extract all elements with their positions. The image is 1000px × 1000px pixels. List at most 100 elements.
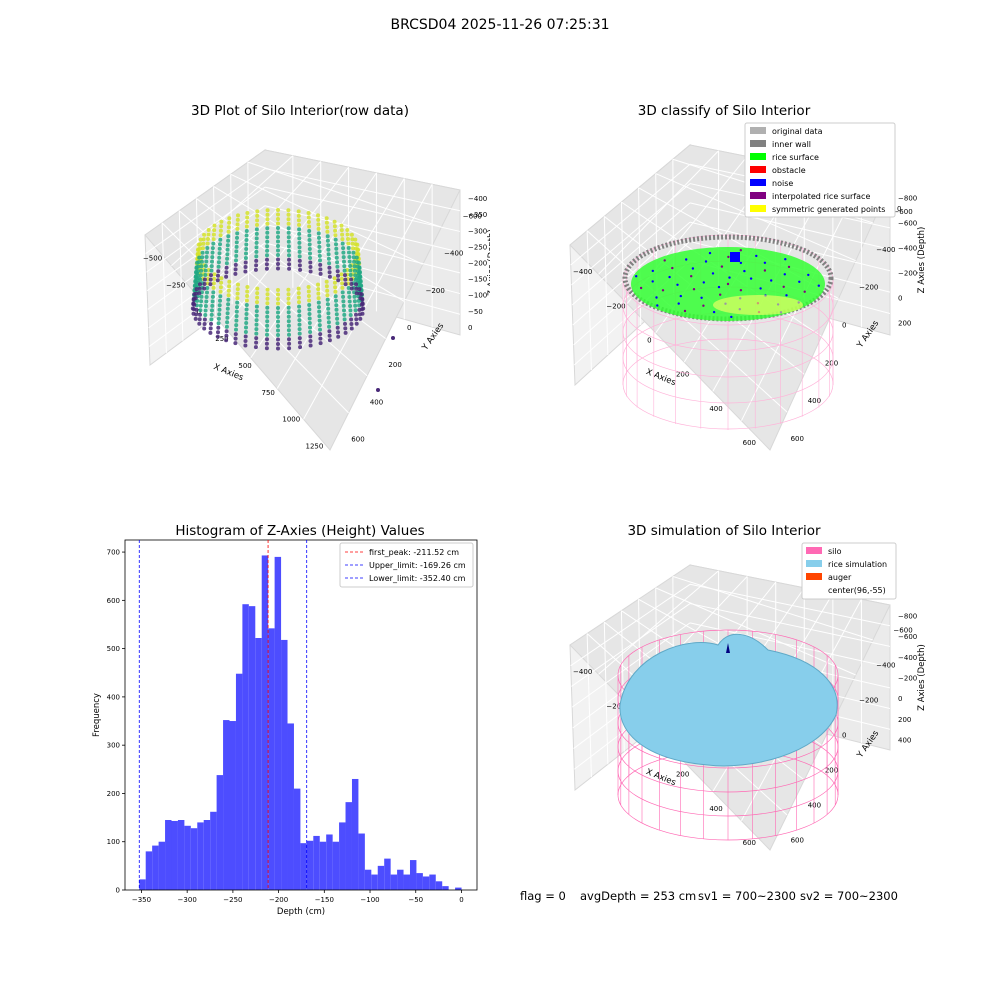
cloud-point: [287, 262, 292, 267]
legend-swatch: [750, 166, 766, 173]
cloud-point: [216, 330, 220, 335]
cloud-point: [208, 326, 213, 331]
y-tick-label: 600: [791, 837, 804, 845]
cloud-point: [244, 247, 249, 251]
cloud-point: [332, 219, 337, 224]
cloud-point: [245, 220, 250, 224]
histogram-bar: [455, 887, 462, 890]
cloud-point: [286, 296, 291, 301]
cloud-point: [326, 320, 331, 325]
cloud-point: [327, 261, 332, 266]
x-tick-label: −350: [132, 896, 151, 904]
cloud-point: [219, 224, 224, 229]
cloud-point: [203, 268, 208, 273]
cloud-point: [205, 246, 210, 250]
legend-label: symmetric generated points: [772, 205, 885, 214]
cloud-point: [296, 218, 301, 223]
cloud-point: [317, 314, 322, 319]
cloud-point: [340, 237, 345, 242]
cloud-point: [297, 322, 302, 327]
cloud-point: [206, 237, 210, 241]
noise-point: [719, 293, 722, 296]
noise-point: [711, 272, 715, 275]
noise-point: [661, 289, 665, 292]
grid-line: [689, 202, 891, 250]
cloud-point: [324, 220, 329, 225]
cloud-point: [265, 230, 270, 235]
cloud-point: [265, 239, 270, 244]
z-axis-label: Z Axies (Depth): [917, 227, 927, 294]
cloud-point: [333, 237, 338, 242]
noise-point: [803, 290, 806, 293]
cloud-point: [243, 256, 248, 260]
cloud-point: [286, 244, 291, 249]
cloud-point: [201, 241, 206, 246]
z-tick-label: −350: [468, 211, 487, 219]
histogram-bar: [248, 606, 256, 890]
x-tick-label: 1000: [282, 416, 300, 424]
cloud-point: [254, 309, 259, 314]
x-tick-label: −300: [178, 896, 197, 904]
cloud-point: [297, 309, 302, 314]
cloud-point: [254, 263, 259, 268]
outlier-point: [376, 388, 380, 392]
cloud-point: [245, 294, 250, 298]
histogram-legend: first_peak: -211.52 cm Upper_limit: -169.…: [339, 542, 474, 588]
cloud-point: [327, 333, 332, 338]
noise-point: [683, 309, 687, 313]
y-tick-label: 400: [808, 802, 821, 810]
cloud-point: [286, 310, 291, 315]
cloud-point: [286, 235, 291, 240]
cloud-point: [225, 311, 230, 316]
cloud-point: [245, 285, 250, 289]
noise-point: [783, 273, 786, 276]
auger-marker: [726, 643, 730, 653]
cloud-point: [354, 291, 359, 296]
noise-point: [817, 284, 820, 287]
histogram-title: Histogram of Z-Axies (Height) Values: [175, 523, 425, 539]
cloud-point: [297, 304, 302, 309]
cloud-point: [354, 286, 359, 291]
cloud-point: [233, 332, 238, 337]
cloud-point: [225, 306, 230, 311]
cloud-point: [265, 244, 270, 249]
cloud-point: [200, 255, 205, 260]
cloud-point: [308, 269, 313, 274]
cloud-point: [233, 336, 238, 341]
cloud-point: [276, 306, 280, 310]
cloud-point: [265, 323, 270, 328]
cloud-point: [254, 254, 259, 259]
x-tick-label: −200: [269, 896, 288, 904]
noise-point: [691, 267, 695, 270]
raw-3d-plot: −500−250025050075010001250−600−400−20002…: [143, 149, 490, 451]
cloud-point: [243, 330, 248, 334]
z-tick-label: −150: [468, 276, 487, 284]
z-tick-label: −600: [898, 220, 917, 228]
cloud-point: [198, 282, 202, 287]
cloud-point: [217, 255, 222, 260]
cloud-point: [327, 338, 332, 343]
histogram-bar: [403, 874, 410, 890]
cloud-point: [327, 324, 332, 329]
cloud-point: [355, 260, 360, 265]
cloud-point: [201, 237, 206, 242]
cloud-point: [202, 286, 207, 291]
cloud-point: [210, 255, 215, 260]
cloud-point: [348, 268, 353, 273]
cloud-point: [253, 345, 258, 350]
y-tick-label: −200: [859, 697, 878, 705]
cloud-point: [264, 266, 269, 271]
histogram-bar: [409, 860, 417, 890]
cloud-point: [325, 238, 330, 243]
cloud-point: [224, 265, 229, 270]
cloud-point: [326, 306, 331, 311]
x-tick-label: −150: [315, 896, 334, 904]
cloud-point: [254, 236, 259, 241]
x-tick-label: −50: [408, 896, 423, 904]
cloud-point: [276, 315, 280, 319]
cloud-point: [211, 285, 216, 290]
cloud-point: [216, 273, 220, 278]
noise-point: [728, 276, 731, 279]
cloud-point: [210, 246, 215, 251]
cloud-point: [216, 321, 221, 326]
